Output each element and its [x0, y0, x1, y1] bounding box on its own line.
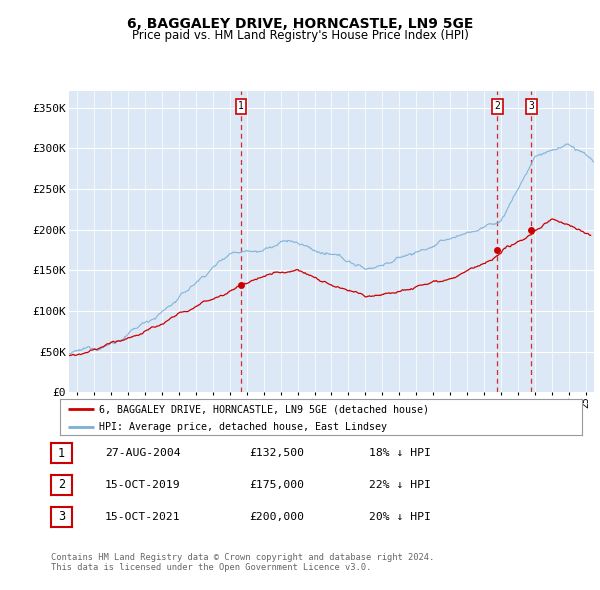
Text: 6, BAGGALEY DRIVE, HORNCASTLE, LN9 5GE: 6, BAGGALEY DRIVE, HORNCASTLE, LN9 5GE — [127, 17, 473, 31]
Text: 15-OCT-2019: 15-OCT-2019 — [105, 480, 181, 490]
Text: 1: 1 — [58, 447, 65, 460]
Text: 6, BAGGALEY DRIVE, HORNCASTLE, LN9 5GE (detached house): 6, BAGGALEY DRIVE, HORNCASTLE, LN9 5GE (… — [99, 404, 429, 414]
Text: Price paid vs. HM Land Registry's House Price Index (HPI): Price paid vs. HM Land Registry's House … — [131, 30, 469, 42]
Text: 2: 2 — [494, 101, 500, 111]
Text: Contains HM Land Registry data © Crown copyright and database right 2024.: Contains HM Land Registry data © Crown c… — [51, 553, 434, 562]
Text: 27-AUG-2004: 27-AUG-2004 — [105, 448, 181, 458]
Text: This data is licensed under the Open Government Licence v3.0.: This data is licensed under the Open Gov… — [51, 563, 371, 572]
Text: 3: 3 — [528, 101, 534, 111]
Text: £132,500: £132,500 — [249, 448, 304, 458]
Text: £200,000: £200,000 — [249, 512, 304, 522]
Text: 15-OCT-2021: 15-OCT-2021 — [105, 512, 181, 522]
Text: 1: 1 — [238, 101, 244, 111]
Text: HPI: Average price, detached house, East Lindsey: HPI: Average price, detached house, East… — [99, 422, 387, 432]
Text: 3: 3 — [58, 510, 65, 523]
Text: 18% ↓ HPI: 18% ↓ HPI — [369, 448, 431, 458]
Text: 22% ↓ HPI: 22% ↓ HPI — [369, 480, 431, 490]
Text: 20% ↓ HPI: 20% ↓ HPI — [369, 512, 431, 522]
Text: 2: 2 — [58, 478, 65, 491]
Text: £175,000: £175,000 — [249, 480, 304, 490]
